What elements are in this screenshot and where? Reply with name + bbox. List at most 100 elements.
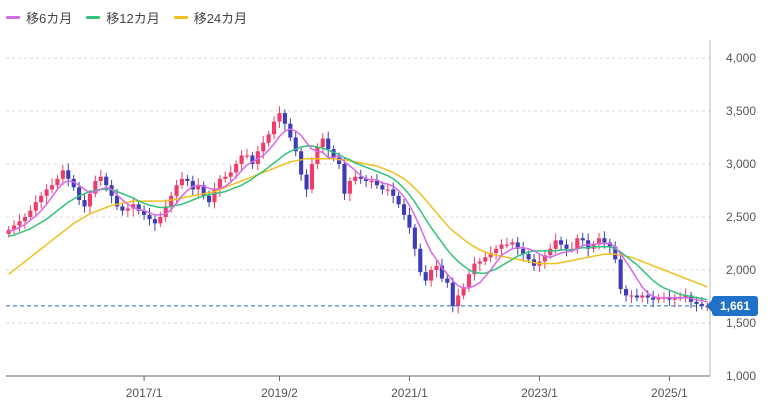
candle-body <box>342 164 347 194</box>
candle-body <box>239 155 244 164</box>
candle-body <box>147 214 152 220</box>
legend-item-ma12[interactable]: 移12カ月 <box>86 8 160 27</box>
y-tick-label: 2,500 <box>726 210 756 224</box>
candle-body <box>212 189 217 203</box>
candle-body <box>683 295 688 298</box>
x-tick-label: 2019/2 <box>261 386 298 400</box>
candles <box>6 106 710 314</box>
candle-body <box>104 176 109 186</box>
candle-body <box>369 180 374 183</box>
candle-body <box>629 295 634 297</box>
candle-body <box>613 246 618 260</box>
candle-body <box>559 240 564 245</box>
candle-body <box>429 270 434 281</box>
candle-body <box>39 195 44 203</box>
candle-body <box>358 176 363 179</box>
candle-body <box>131 204 136 209</box>
candle-body <box>82 200 87 207</box>
legend-item-ma6[interactable]: 移6カ月 <box>6 8 72 27</box>
candle-body <box>336 157 342 164</box>
candle-body <box>412 227 417 249</box>
candle-body <box>694 301 699 304</box>
candle-body <box>618 259 623 290</box>
x-tick-label: 2023/1 <box>521 386 558 400</box>
candle-body <box>201 185 206 196</box>
ma6-line <box>8 128 708 303</box>
legend-swatch-ma24 <box>173 15 188 19</box>
legend-swatch-ma6 <box>6 15 20 19</box>
candle-body <box>699 303 704 307</box>
candle-body <box>331 149 336 158</box>
candle-body <box>466 274 472 287</box>
candle-body <box>114 195 120 207</box>
candle-body <box>499 244 504 249</box>
candle-body <box>418 248 423 273</box>
y-tick-label: 3,500 <box>726 104 756 118</box>
x-tick-label: 2025/1 <box>651 386 688 400</box>
candle-body <box>380 185 385 190</box>
candle-body <box>483 257 488 262</box>
candle-body <box>396 195 401 205</box>
ma12-line <box>8 145 708 301</box>
y-tick-label: 3,000 <box>726 157 756 171</box>
y-axis-ticks: 1,000 1,500 2,000 2,500 3,000 3,500 4,000 <box>726 51 756 383</box>
moving-average-lines <box>8 128 708 303</box>
candle-body <box>472 263 477 275</box>
candle-body <box>250 155 255 164</box>
candle-body <box>450 282 455 307</box>
candle-body <box>515 242 520 249</box>
candle-body <box>109 185 114 196</box>
candle-body <box>207 195 212 203</box>
candle-body <box>299 151 304 175</box>
candle-body <box>98 176 103 181</box>
legend-label-ma6: 移6カ月 <box>26 10 73 26</box>
candle-body <box>28 210 33 217</box>
candle-body <box>672 297 677 300</box>
candle-body <box>196 185 201 190</box>
candle-body <box>44 189 49 196</box>
legend-label-ma24: 移24カ月 <box>193 10 248 26</box>
candle-body <box>12 225 17 230</box>
candle-body <box>488 253 493 258</box>
candle-body <box>602 238 607 243</box>
candle-body <box>217 178 222 190</box>
chart-legend: 移6カ月 移12カ月 移24カ月 <box>6 8 247 26</box>
candle-body <box>553 240 558 249</box>
x-axis-ticks: 2017/1 2019/2 2021/1 2023/1 2025/1 <box>126 376 688 400</box>
candle-body <box>542 255 547 262</box>
candle-body <box>347 180 352 194</box>
candle-body <box>548 248 553 256</box>
candle-body <box>234 164 239 173</box>
candle-body <box>640 295 645 298</box>
candle-body <box>142 210 147 215</box>
candle-body <box>477 261 482 264</box>
candle-body <box>93 180 98 194</box>
candle-body <box>564 244 569 249</box>
candle-body <box>282 113 287 124</box>
candle-body <box>136 204 141 211</box>
candle-body <box>656 297 661 300</box>
legend-label-ma12: 移12カ月 <box>106 10 160 26</box>
candle-body <box>401 204 407 215</box>
candle-body <box>66 170 71 179</box>
candle-body <box>261 142 266 152</box>
candle-body <box>575 238 580 249</box>
candle-body <box>461 286 466 296</box>
candle-body <box>667 297 672 300</box>
candle-body <box>309 164 315 190</box>
candle-body <box>87 193 92 207</box>
candle-body <box>634 295 639 298</box>
candle-body <box>434 265 439 270</box>
candle-body <box>77 187 82 201</box>
candle-body <box>71 178 76 188</box>
candle-body <box>304 174 309 190</box>
candle-body <box>33 202 38 211</box>
candle-body <box>510 242 515 245</box>
candle-body <box>277 113 282 122</box>
legend-item-ma24[interactable]: 移24カ月 <box>173 8 248 27</box>
candle-body <box>55 178 60 186</box>
candle-body <box>158 217 163 224</box>
candle-body <box>315 147 320 164</box>
y-tick-label: 2,000 <box>726 263 756 277</box>
candle-body <box>293 137 298 152</box>
